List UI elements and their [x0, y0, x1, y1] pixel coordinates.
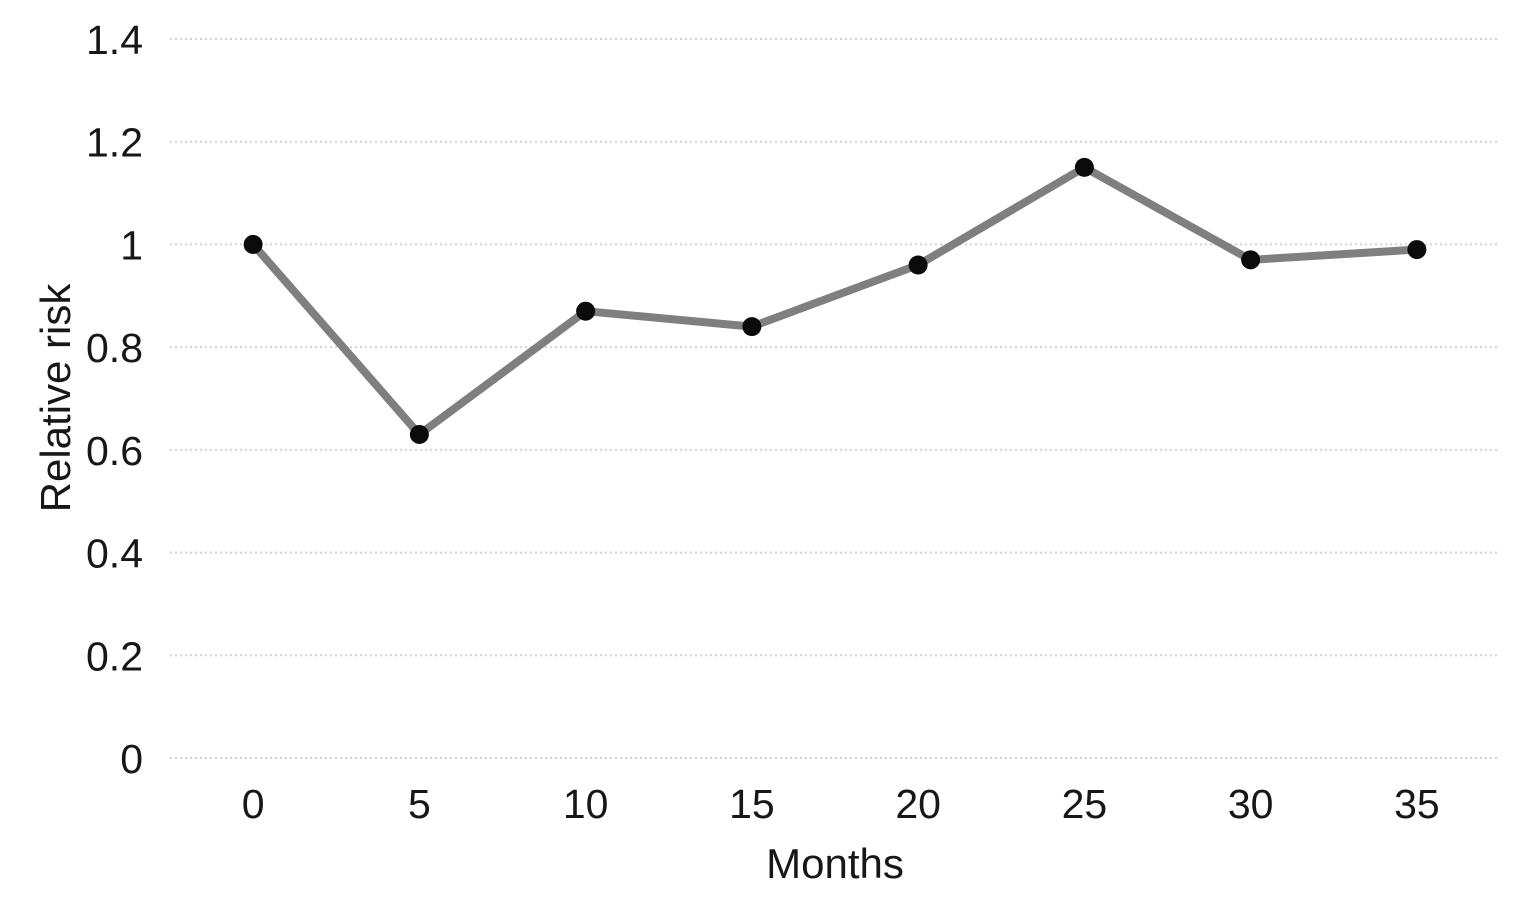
x-tick-label: 35 [1394, 781, 1440, 827]
data-series [243, 157, 1427, 444]
y-tick-label: 0.2 [86, 633, 143, 679]
x-axis-title: Months [766, 840, 904, 887]
x-tick-label: 20 [895, 781, 941, 827]
y-tick-label: 0.6 [86, 428, 143, 474]
data-point [742, 317, 762, 337]
x-tick-label: 10 [563, 781, 609, 827]
x-tick-label: 25 [1062, 781, 1108, 827]
y-tick-label: 0.8 [86, 325, 143, 371]
y-tick-label: 1.4 [86, 17, 143, 63]
data-point [1074, 157, 1094, 177]
x-tick-label: 5 [408, 781, 431, 827]
y-tick-label: 1 [120, 222, 143, 268]
x-tick-label: 15 [729, 781, 775, 827]
y-tick-label: 0 [120, 736, 143, 782]
data-line [249, 163, 1421, 439]
y-tick-label: 0.4 [86, 531, 143, 577]
data-point [908, 255, 928, 275]
data-point [1407, 240, 1427, 260]
data-point [576, 301, 596, 321]
data-point [243, 234, 263, 254]
data-point [1241, 250, 1261, 270]
gridlines [170, 38, 1500, 759]
x-tick-label: 30 [1228, 781, 1274, 827]
x-tick-label: 0 [242, 781, 265, 827]
x-axis-tick-labels: 0 5 10 15 20 25 30 35 [242, 781, 1440, 827]
y-axis-title: Relative risk [32, 283, 79, 513]
data-point [409, 424, 429, 444]
y-axis-tick-labels: 0 0.2 0.4 0.6 0.8 1 1.2 1.4 [86, 17, 143, 782]
y-tick-label: 1.2 [86, 120, 143, 166]
